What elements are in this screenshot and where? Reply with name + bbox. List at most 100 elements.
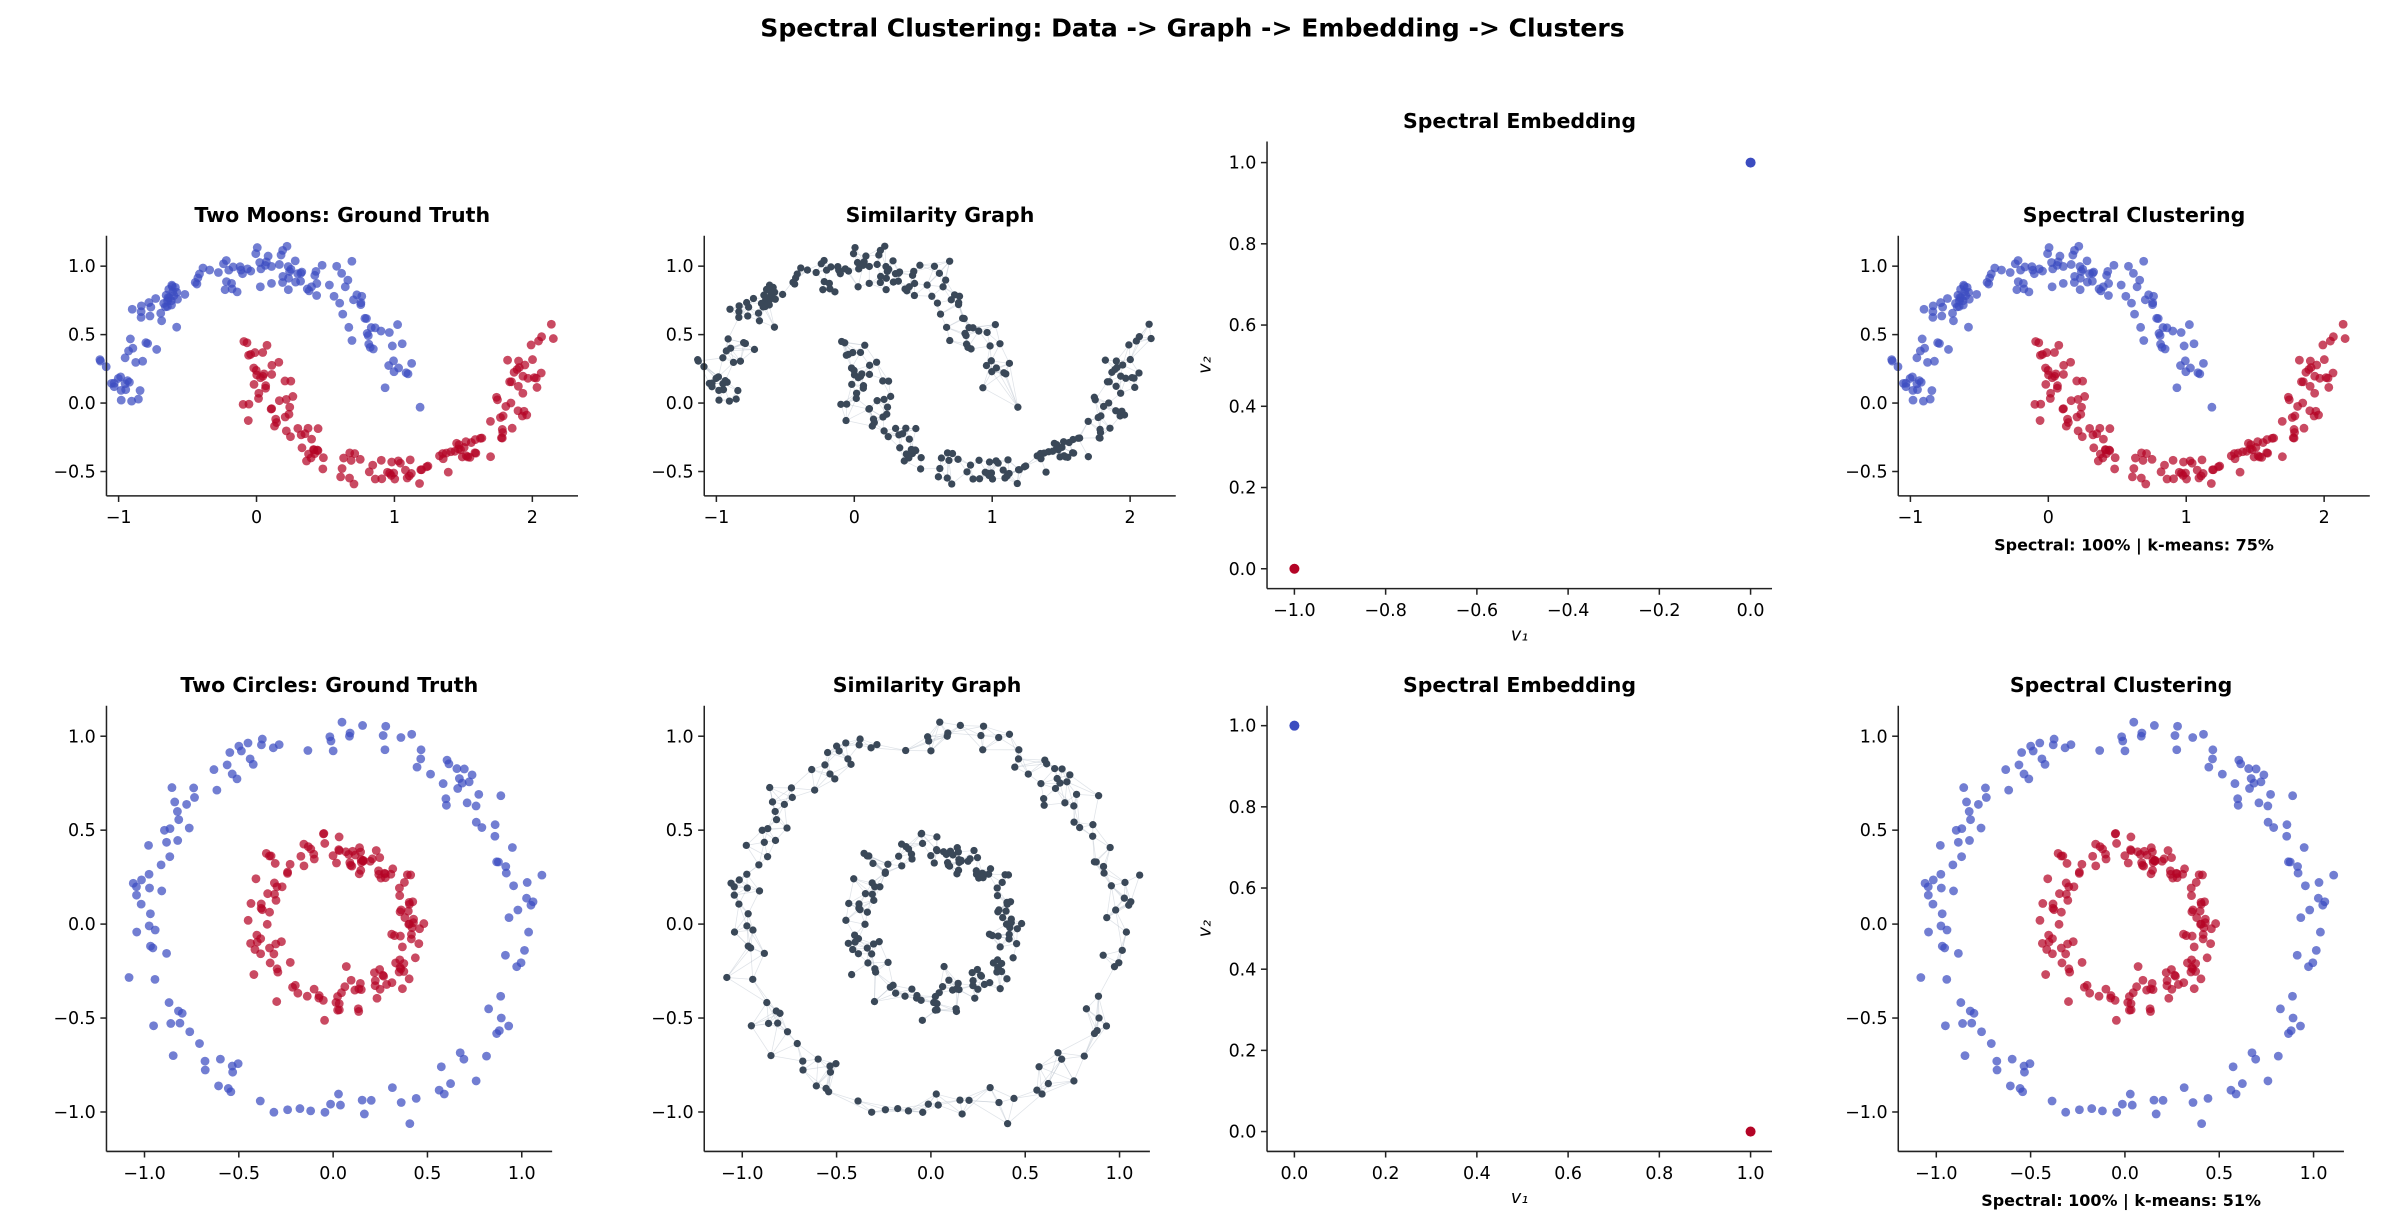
point-cluster-b [532, 382, 542, 392]
point-cluster-a [278, 272, 288, 281]
point-cluster-a [141, 338, 151, 348]
point-cluster-b [2110, 995, 2120, 1005]
point-cluster-b [246, 899, 256, 908]
point-cluster-a [2061, 1107, 2071, 1117]
point-cluster-a [1981, 783, 1990, 793]
point-cluster-b [2095, 449, 2105, 459]
graph-edge [982, 387, 1019, 408]
point-cluster-a [2103, 266, 2113, 276]
graph-node [996, 943, 1004, 951]
x-tick-label: −1 [703, 508, 729, 528]
graph-node [881, 1106, 890, 1114]
point-cluster-b [246, 938, 255, 948]
point-cluster-a [2116, 280, 2126, 290]
point-cluster-a [522, 893, 531, 903]
point-cluster-a [2293, 868, 2303, 878]
graph-node [872, 358, 881, 366]
point-cluster-b [374, 866, 383, 876]
point-cluster-a [2247, 1048, 2257, 1058]
panel-moons_spectral: Spectral Clustering −1 0 1 2 −0.5 0.0 0.5 1.0 Spe… [1845, 203, 2370, 556]
graph-edge [1036, 1058, 1062, 1091]
graph-node [963, 468, 971, 476]
graph-node [780, 800, 789, 809]
graph-edge [1055, 788, 1075, 807]
graph-node [904, 1107, 913, 1115]
point-cluster-b [320, 839, 330, 848]
graph-edge [961, 1087, 991, 1115]
point-cluster-b [2030, 399, 2040, 409]
point-cluster-b [2056, 943, 2066, 953]
graph-edge [1115, 909, 1123, 951]
graph-node [1125, 341, 1133, 349]
point-cluster-b [2064, 997, 2073, 1006]
graph-edge [783, 804, 788, 829]
graph-node [1005, 930, 1013, 939]
point-cluster-b [370, 968, 379, 978]
point-cluster-a [2282, 831, 2292, 841]
graph-node [993, 884, 1001, 892]
point-cluster-a [2305, 905, 2315, 915]
point-cluster-b [548, 334, 558, 343]
graph-node [1092, 858, 1100, 866]
point-cluster-b [513, 406, 523, 416]
graph-node [869, 415, 878, 423]
point-cluster-a [513, 905, 523, 915]
point-cluster-b [285, 402, 295, 412]
point-cluster-a [1917, 334, 1927, 344]
point-cluster-a [162, 837, 171, 847]
graph-edge [1076, 794, 1081, 828]
point-cluster-b [2159, 854, 2169, 864]
graph-node [1033, 1086, 1041, 1094]
graph-edge [1083, 1017, 1100, 1057]
graph-node [842, 739, 850, 747]
graph-edge [814, 773, 831, 791]
point-cluster-a [131, 357, 141, 367]
point-cluster-a [2007, 1054, 2017, 1064]
graph-edge [969, 1099, 1000, 1103]
point-cluster-b [528, 355, 537, 364]
point-cluster-a [109, 382, 119, 392]
graph-edge [730, 347, 755, 350]
graph-node [1015, 746, 1023, 754]
point-cluster-a [222, 760, 232, 770]
point-cluster-a [1289, 720, 1300, 731]
point-cluster-a [1942, 974, 1952, 984]
point-cluster-a [2024, 287, 2034, 297]
point-cluster-b [2338, 319, 2348, 329]
graph-edge [796, 1043, 804, 1071]
point-cluster-a [2173, 721, 2182, 731]
point-cluster-b [390, 474, 400, 484]
point-cluster-a [2035, 738, 2045, 748]
point-cluster-a [145, 883, 154, 893]
point-cluster-a [344, 322, 354, 332]
graph-node [847, 760, 855, 768]
graph-node [852, 389, 861, 397]
point-cluster-b [2046, 388, 2056, 398]
point-cluster-a [2018, 278, 2028, 288]
point-cluster-b [2305, 356, 2315, 366]
point-cluster-a [1982, 277, 1992, 287]
graph-edge [1066, 781, 1075, 807]
point-cluster-b [2202, 953, 2212, 963]
graph-node [884, 377, 893, 385]
point-cluster-b [2066, 357, 2076, 367]
point-cluster-a [2014, 760, 2024, 770]
point-cluster-a [2193, 368, 2203, 378]
point-cluster-a [2136, 322, 2146, 332]
point-cluster-a [405, 1119, 415, 1129]
point-cluster-a [137, 875, 146, 885]
graph-node [861, 890, 870, 898]
point-cluster-a [128, 343, 138, 353]
point-cluster-a [2288, 1013, 2298, 1023]
graph-node [868, 890, 876, 898]
graph-edge [1066, 781, 1099, 797]
point-cluster-b [2058, 404, 2068, 414]
point-cluster-b [2305, 406, 2315, 416]
graph-node [750, 345, 759, 354]
point-cluster-a [2020, 262, 2030, 272]
point-cluster-a [2018, 1087, 2028, 1097]
point-cluster-a [2153, 314, 2163, 323]
point-cluster-a [296, 276, 305, 286]
y-tick-label: 0.0 [666, 915, 694, 935]
y-tick-label: −0.5 [1845, 1009, 1887, 1029]
